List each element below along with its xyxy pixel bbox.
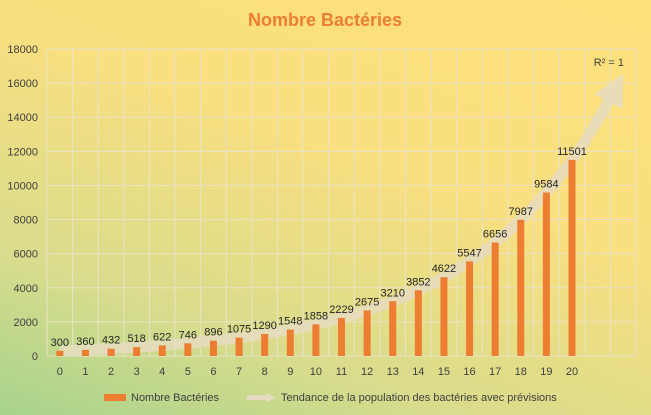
data-label: 518	[127, 333, 145, 345]
data-label: 432	[102, 335, 120, 347]
x-tick-label: 16	[463, 366, 475, 378]
data-label: 11501	[557, 146, 587, 158]
data-label: 746	[179, 329, 197, 341]
x-tick-label: 17	[489, 366, 501, 378]
x-tick-label: 20	[566, 366, 578, 378]
data-label: 9584	[534, 179, 558, 191]
trendline-arrowhead	[594, 73, 624, 110]
x-tick-label: 9	[287, 366, 293, 378]
bar	[440, 277, 448, 356]
y-tick-label: 6000	[14, 249, 38, 261]
bar	[389, 301, 397, 356]
bar	[209, 340, 217, 356]
data-label: 1290	[252, 320, 276, 332]
y-tick-label: 16000	[7, 78, 38, 90]
y-tick-label: 10000	[7, 180, 38, 192]
x-tick-label: 5	[185, 366, 191, 378]
bars-layer	[56, 159, 576, 356]
y-tick-label: 14000	[7, 112, 38, 124]
x-axis-ticks: 0 1 2 3 4 5 6 7 8 9 10 11 12 13 14 15 16 17 18 19 20	[57, 366, 578, 378]
x-tick-label: 6	[210, 366, 216, 378]
y-tick-label: 4000	[14, 283, 38, 295]
x-tick-label: 0	[57, 366, 63, 378]
bar	[133, 347, 141, 356]
data-label: 360	[76, 336, 94, 348]
bar	[338, 317, 345, 356]
bar	[184, 343, 192, 356]
bar	[568, 159, 576, 356]
data-label: 1075	[227, 324, 251, 336]
x-tick-label: 2	[108, 366, 114, 378]
bar	[312, 324, 320, 356]
bar	[286, 329, 294, 356]
y-tick-label: 18000	[7, 44, 38, 56]
bar	[158, 345, 166, 356]
bar	[235, 337, 243, 356]
x-tick-label: 10	[310, 366, 322, 378]
data-label: 4622	[432, 263, 456, 275]
bar	[414, 290, 422, 356]
y-tick-label: 2000	[14, 317, 38, 329]
data-label: 2675	[355, 296, 379, 308]
y-axis-ticks: 0 2000 4000 6000 8000 10000 12000 14000 16000 180…	[7, 44, 38, 363]
x-tick-label: 11	[336, 366, 347, 378]
y-tick-label: 12000	[7, 146, 38, 158]
data-label: 3210	[380, 287, 404, 299]
data-label: 1548	[278, 316, 302, 328]
x-tick-label: 19	[540, 366, 552, 378]
x-tick-label: 3	[134, 366, 140, 378]
data-labels-layer: 300 360 432 518 622 746 896 1075 1290 1548 1858222…	[51, 146, 587, 349]
bar	[261, 333, 269, 356]
data-label: 2229	[329, 304, 353, 316]
bar	[491, 242, 499, 356]
x-tick-label: 4	[159, 366, 165, 378]
r-squared-label: R² = 1	[594, 57, 624, 69]
bar	[81, 349, 89, 356]
x-tick-label: 8	[262, 366, 268, 378]
chart-title: Nombre Bactéries	[248, 10, 402, 30]
data-label: 7987	[509, 206, 533, 218]
data-label: 1858	[304, 310, 328, 322]
data-label: 300	[51, 337, 69, 349]
y-tick-label: 0	[32, 351, 38, 363]
gridlines	[46, 48, 637, 357]
bar	[107, 348, 115, 356]
bar	[542, 192, 550, 356]
data-label: 3852	[406, 276, 430, 288]
legend-label-bars: Nombre Bactéries	[131, 392, 220, 404]
legend-swatch-trend-arrow	[266, 393, 276, 402]
x-tick-label: 12	[361, 366, 373, 378]
data-label: 6656	[483, 228, 507, 240]
bar	[363, 310, 371, 356]
legend-swatch-bars	[104, 394, 126, 401]
legend: Nombre Bactéries Tendance de la populati…	[104, 392, 557, 404]
y-tick-label: 8000	[14, 215, 38, 227]
x-tick-label: 18	[515, 366, 527, 378]
bar	[517, 219, 525, 356]
bar	[56, 350, 64, 356]
data-label: 896	[204, 327, 222, 339]
x-tick-label: 14	[412, 366, 424, 378]
x-tick-label: 13	[387, 366, 399, 378]
x-tick-label: 15	[438, 366, 450, 378]
legend-label-trend: Tendance de la population des bactéries …	[281, 392, 557, 404]
bar	[466, 261, 474, 356]
x-tick-label: 7	[236, 366, 242, 378]
data-label: 622	[153, 331, 171, 343]
x-tick-label: 1	[82, 366, 88, 378]
data-label: 5547	[457, 247, 481, 259]
